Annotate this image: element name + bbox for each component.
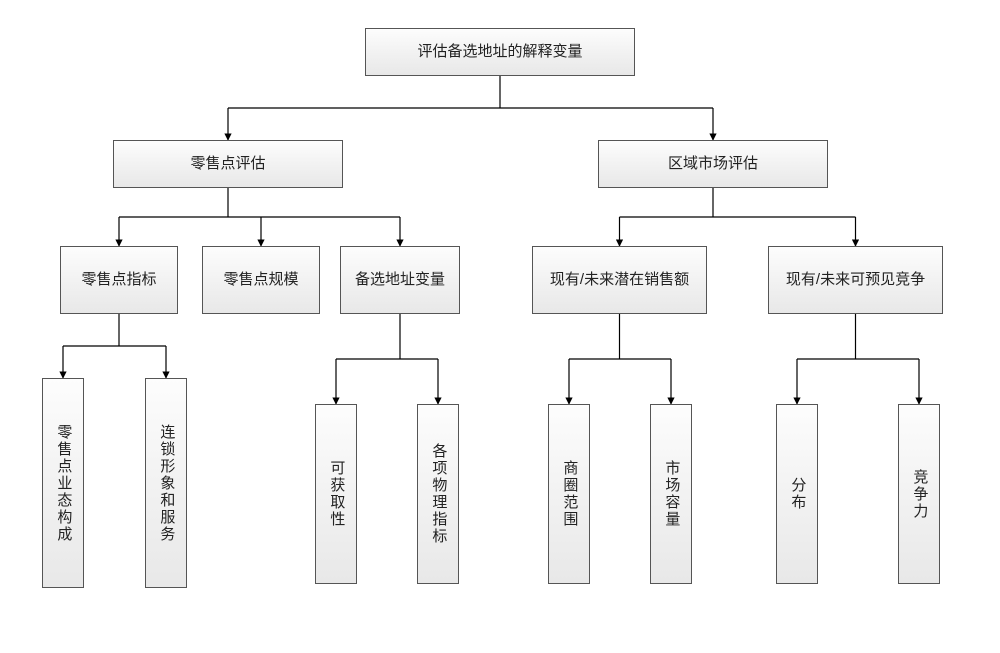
node-accessibility: 可获取性 (315, 404, 357, 584)
node-competition: 现有/未来可预见竞争 (768, 246, 943, 314)
node-physical-index: 各项物理指标 (417, 404, 459, 584)
node-retail-format: 零售点业态构成 (42, 378, 84, 588)
node-distribution: 分布 (776, 404, 818, 584)
node-root: 评估备选地址的解释变量 (365, 28, 635, 76)
node-retail-eval: 零售点评估 (113, 140, 343, 188)
node-competitiveness: 竞争力 (898, 404, 940, 584)
node-market-eval: 区域市场评估 (598, 140, 828, 188)
node-candidate-vars: 备选地址变量 (340, 246, 460, 314)
node-retail-scale: 零售点规模 (202, 246, 320, 314)
diagram-canvas: 评估备选地址的解释变量 零售点评估 区域市场评估 零售点指标 零售点规模 备选地… (0, 0, 1000, 653)
node-sales-potential: 现有/未来潜在销售额 (532, 246, 707, 314)
node-trade-area: 商圈范围 (548, 404, 590, 584)
node-retail-index: 零售点指标 (60, 246, 178, 314)
node-market-capacity: 市场容量 (650, 404, 692, 584)
node-chain-image: 连锁形象和服务 (145, 378, 187, 588)
